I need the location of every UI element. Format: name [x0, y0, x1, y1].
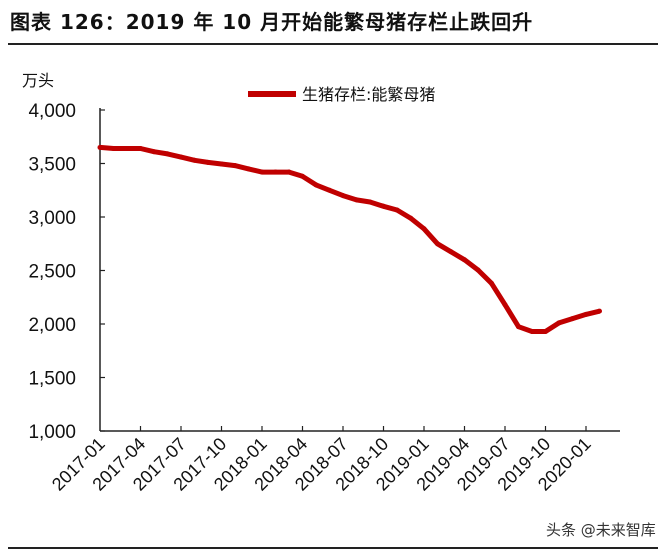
- data-point: [286, 169, 292, 175]
- data-point: [597, 308, 602, 314]
- data-point: [300, 173, 305, 179]
- series-line: [99, 144, 601, 334]
- data-point: [516, 324, 521, 330]
- data-point: [97, 144, 103, 150]
- data-point: [178, 154, 184, 160]
- data-point: [124, 146, 130, 152]
- data-point: [394, 207, 400, 213]
- top-rule: [8, 43, 658, 45]
- watermark: 头条 @未来智库: [546, 521, 656, 539]
- y-tick-label: 4,000: [28, 101, 76, 122]
- data-point: [165, 151, 170, 157]
- data-point: [219, 161, 224, 167]
- figure-title: 图表 126：2019 年 10 月开始能繁母猪存栏止跌回升: [10, 10, 534, 34]
- data-point: [354, 197, 359, 203]
- y-tick-label: 3,500: [28, 155, 76, 176]
- data-point: [435, 241, 440, 247]
- data-point: [570, 316, 575, 322]
- y-tick-label: 1,500: [28, 369, 76, 390]
- data-point: [232, 163, 238, 169]
- legend-label: 生猪存栏:能繁母猪: [302, 85, 435, 104]
- data-point: [462, 257, 467, 263]
- data-point: [408, 215, 413, 221]
- data-point: [327, 187, 332, 193]
- y-tick-label: 3,000: [28, 208, 76, 229]
- data-point: [111, 146, 116, 152]
- data-point: [489, 280, 494, 286]
- data-point: [246, 166, 251, 172]
- data-point: [502, 302, 508, 308]
- data-point: [205, 159, 211, 165]
- data-point: [151, 149, 157, 155]
- data-point: [367, 199, 373, 205]
- data-point: [138, 146, 143, 152]
- data-point: [556, 320, 562, 326]
- data-point: [381, 203, 386, 209]
- y-axis-unit-label: 万头: [22, 71, 54, 90]
- y-tick-label: 1,000: [28, 422, 76, 443]
- data-point: [583, 311, 589, 317]
- data-point: [273, 169, 278, 175]
- y-tick-label: 2,000: [28, 315, 76, 336]
- data-point: [192, 157, 197, 163]
- bottom-rule: [8, 547, 658, 549]
- data-point: [421, 226, 427, 232]
- data-point: [475, 267, 481, 273]
- data-point: [543, 328, 548, 334]
- data-point: [529, 328, 535, 334]
- data-point: [448, 249, 454, 255]
- data-point: [340, 193, 346, 199]
- data-point: [313, 182, 319, 188]
- data-point: [259, 169, 265, 175]
- y-tick-label: 2,500: [28, 262, 76, 283]
